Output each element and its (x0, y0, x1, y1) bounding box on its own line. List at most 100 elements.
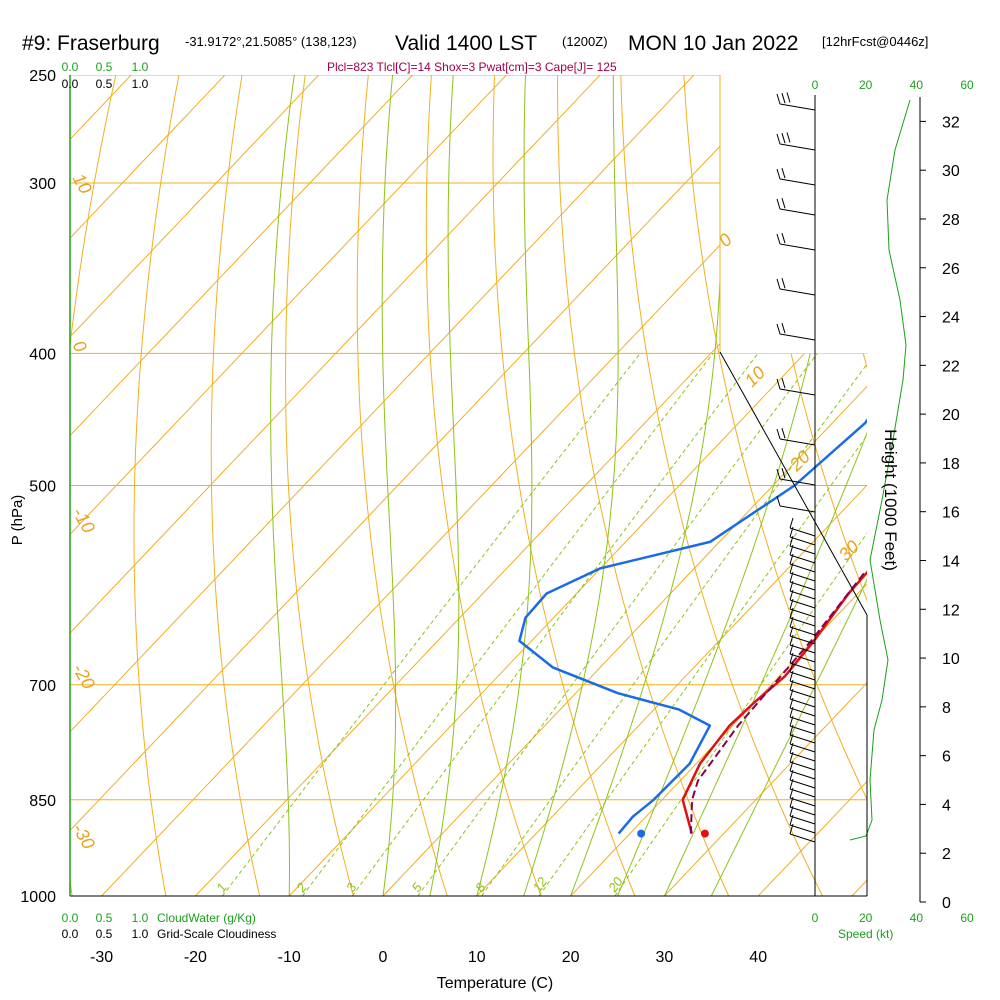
wind-barb-flag (781, 278, 786, 289)
dry-adiabat-line (620, 75, 823, 896)
wind-barb-flag (781, 378, 786, 389)
wind-barb-flag (781, 233, 786, 244)
height-tick-label: 20 (942, 407, 960, 424)
diagram-boundary (719, 351, 868, 616)
wind-barb-flag (789, 544, 794, 556)
wind-barb (789, 689, 816, 699)
wind-barb (789, 833, 816, 843)
isotherm-line (70, 75, 320, 338)
height-tick-label: 24 (942, 310, 960, 327)
x-tick-label: -30 (90, 949, 113, 966)
wind-barb (789, 761, 816, 771)
p-tick-label: 300 (29, 176, 56, 193)
wind-barb (789, 770, 816, 780)
speed-tick-bottom: 0 (812, 911, 819, 925)
p-tick-label: 400 (29, 346, 56, 363)
dewpoint-line (518, 418, 867, 835)
wind-barb-flag (786, 92, 791, 103)
wind-barb-flag (789, 670, 794, 682)
cloudiness-scale-bottom: 1.0 (132, 927, 149, 941)
wind-barb-flag (789, 625, 794, 637)
cloudwater-scale-bottom: 0.0 (62, 911, 79, 925)
wind-barb-flag (789, 787, 794, 799)
p-tick-label: 500 (29, 479, 56, 496)
wind-barb-flag (776, 233, 781, 245)
wind-barb (779, 178, 816, 186)
wind-barb (789, 707, 816, 717)
wind-barb (789, 581, 816, 591)
wind-barb-flag (789, 598, 794, 610)
speed-tick-top: 40 (910, 78, 924, 92)
wind-barb-flag (789, 769, 794, 781)
wind-barb-flag (789, 553, 794, 565)
height-axis-label: Height (1000 Feet) (881, 429, 900, 571)
valid-zulu: (1200Z) (562, 34, 608, 49)
station-title: #9: Fraserburg (22, 32, 160, 55)
wind-barb (789, 653, 816, 663)
wind-barb (779, 438, 816, 446)
x-tick-label: 10 (468, 949, 486, 966)
isotherm-line (851, 879, 867, 896)
height-tick-label: 14 (942, 553, 960, 570)
wind-barbs (776, 92, 911, 843)
wind-barb-flag (781, 198, 786, 209)
speed-tick-top: 0 (812, 78, 819, 92)
wind-barb-flag (789, 724, 794, 736)
height-tick-label: 8 (942, 700, 951, 717)
wind-barb-flag (789, 526, 794, 538)
parcel-line (689, 572, 865, 834)
wind-barb-flag (781, 133, 786, 144)
upper-mask (720, 75, 867, 354)
speed-tick-bottom: 60 (960, 911, 974, 925)
wind-barb-flag (789, 571, 794, 583)
cloudiness-scale-top: 0.0 (62, 77, 79, 91)
wind-barb-flag (789, 589, 794, 601)
dry-adiabat-line (492, 75, 636, 896)
valid-time: Valid 1400 LST (395, 32, 537, 55)
wind-barb (779, 243, 816, 251)
wind-barb-flag (789, 778, 794, 790)
mixing-ratio-label: 3 (343, 880, 360, 895)
wind-barb (789, 797, 816, 807)
height-tick-label: 4 (942, 797, 951, 814)
wind-barb (779, 478, 816, 486)
mixing-ratio-line (481, 363, 867, 896)
dry-adiabat-line (425, 75, 542, 896)
isotherm-line (757, 780, 867, 896)
wind-barb (779, 143, 816, 151)
cloudwater-scale-top: 0.5 (96, 60, 113, 74)
isotherm-label: 10 (69, 170, 96, 197)
moist-adiabat-line (710, 578, 867, 896)
dry-adiabat-label: 10 (741, 363, 769, 391)
wind-barb (789, 716, 816, 726)
wind-barb (789, 608, 816, 618)
x-tick-label: -20 (184, 949, 207, 966)
wind-barb (789, 752, 816, 762)
wind-barb-flag (786, 132, 791, 143)
forecast-label: [12hrFcst@0446z] (822, 34, 928, 49)
cloudwater-scale-top: 1.0 (132, 60, 149, 74)
dry-adiabat-line (557, 75, 730, 896)
wind-barb (789, 599, 816, 609)
wind-barb (789, 743, 816, 753)
isotherm-line (70, 75, 789, 832)
wind-barb-flag (789, 580, 794, 592)
height-tick-label: 0 (942, 895, 951, 912)
dry-adiabat-line (356, 75, 448, 896)
wind-barb (789, 617, 816, 627)
isotherm-line (664, 682, 867, 896)
isotherm-label: -30 (69, 820, 99, 853)
wind-barb (779, 208, 816, 216)
moist-adiabat-line (270, 75, 295, 896)
cloudwater-scale-top: 0.0 (62, 60, 79, 74)
axes: -30 -20 -10 0 10 20 30 402503004005007008501000… (20, 60, 974, 966)
speed-tick-bottom: 20 (859, 911, 873, 925)
isotherm-line (476, 484, 867, 896)
isotherm-line (382, 385, 867, 896)
isotherm-line (570, 583, 867, 896)
wind-barb (779, 333, 816, 341)
dry-adiabat-line (210, 75, 261, 896)
speed-tick-top: 60 (960, 78, 974, 92)
wind-barb-flag (781, 323, 786, 334)
valid-date: MON 10 Jan 2022 (628, 32, 798, 55)
